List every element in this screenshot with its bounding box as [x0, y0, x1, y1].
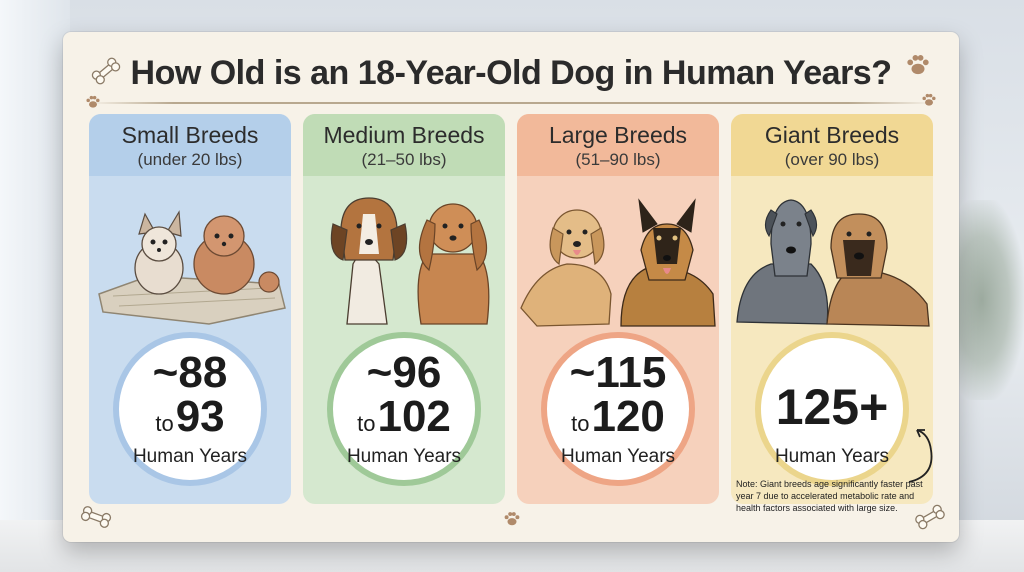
breed-card-small: Small Breeds (under 20 lbs) ~88 to93 Hum… [89, 114, 291, 504]
paw-icon [504, 512, 520, 526]
bone-icon [915, 504, 945, 530]
giant-breed-note: Note: Giant breeds age significantly fas… [736, 479, 923, 513]
background-plant [954, 200, 1024, 400]
paw-icon [922, 93, 936, 106]
card-title: Giant Breeds [764, 122, 900, 148]
card-weight: (over 90 lbs) [784, 150, 880, 169]
age-range-end: to102 [333, 394, 475, 447]
age-range-start: ~88 [152, 348, 228, 397]
age-range-end: to120 [547, 394, 689, 447]
age-badge: ~115 to120 Human Years [541, 332, 695, 486]
card-header: Medium Breeds (21–50 lbs) [303, 114, 505, 176]
age-badge: ~88 to93 Human Years [113, 332, 267, 486]
infographic-board: How Old is an 18-Year-Old Dog in Human Y… [63, 32, 959, 542]
age-value: 125+ [775, 379, 889, 435]
age-badge: 125+ Human Years [755, 332, 909, 486]
age-range-end: to93 [119, 394, 261, 447]
page-title: How Old is an 18-Year-Old Dog in Human Y… [130, 54, 892, 92]
card-header: Small Breeds (under 20 lbs) [89, 114, 291, 176]
unit-label: Human Years [560, 446, 676, 467]
breed-card-giant: Giant Breeds (over 90 lbs) 125+ Human Ye… [731, 114, 933, 504]
dog-illustration-giant [736, 199, 930, 327]
range-to-label: to [357, 411, 376, 436]
breed-card-large: Large Breeds (51–90 lbs) ~115 to120 Huma… [517, 114, 719, 504]
background-window [0, 0, 70, 572]
unit-label: Human Years [346, 446, 462, 467]
bone-icon [91, 57, 121, 85]
age-range-end-value: 93 [175, 392, 225, 441]
age-range-end-value: 102 [377, 392, 451, 441]
age-range-start: ~96 [366, 348, 442, 397]
card-header: Giant Breeds (over 90 lbs) [731, 114, 933, 176]
bone-icon [80, 506, 112, 528]
unit-label: Human Years [774, 446, 890, 467]
paw-icon [907, 54, 929, 75]
card-weight: (under 20 lbs) [137, 150, 243, 169]
dog-illustration-small [98, 210, 286, 325]
card-weight: (21–50 lbs) [361, 150, 447, 169]
note-arrow-icon [908, 429, 933, 483]
card-title: Small Breeds [121, 122, 259, 148]
age-badge: ~96 to102 Human Years [327, 332, 481, 486]
range-to-label: to [155, 411, 174, 436]
title-divider [89, 102, 933, 104]
range-to-label: to [571, 411, 590, 436]
dog-illustration-medium [330, 197, 490, 325]
age-range-end-value: 120 [591, 392, 665, 441]
unit-label: Human Years [132, 446, 248, 467]
card-header: Large Breeds (51–90 lbs) [517, 114, 719, 176]
card-title: Medium Breeds [323, 122, 485, 148]
card-title: Large Breeds [548, 122, 688, 148]
dog-illustration-large [520, 198, 716, 327]
age-range-start: ~115 [569, 348, 667, 397]
breed-card-medium: Medium Breeds (21–50 lbs) ~96 to102 Huma… [303, 114, 505, 504]
card-weight: (51–90 lbs) [575, 150, 661, 169]
